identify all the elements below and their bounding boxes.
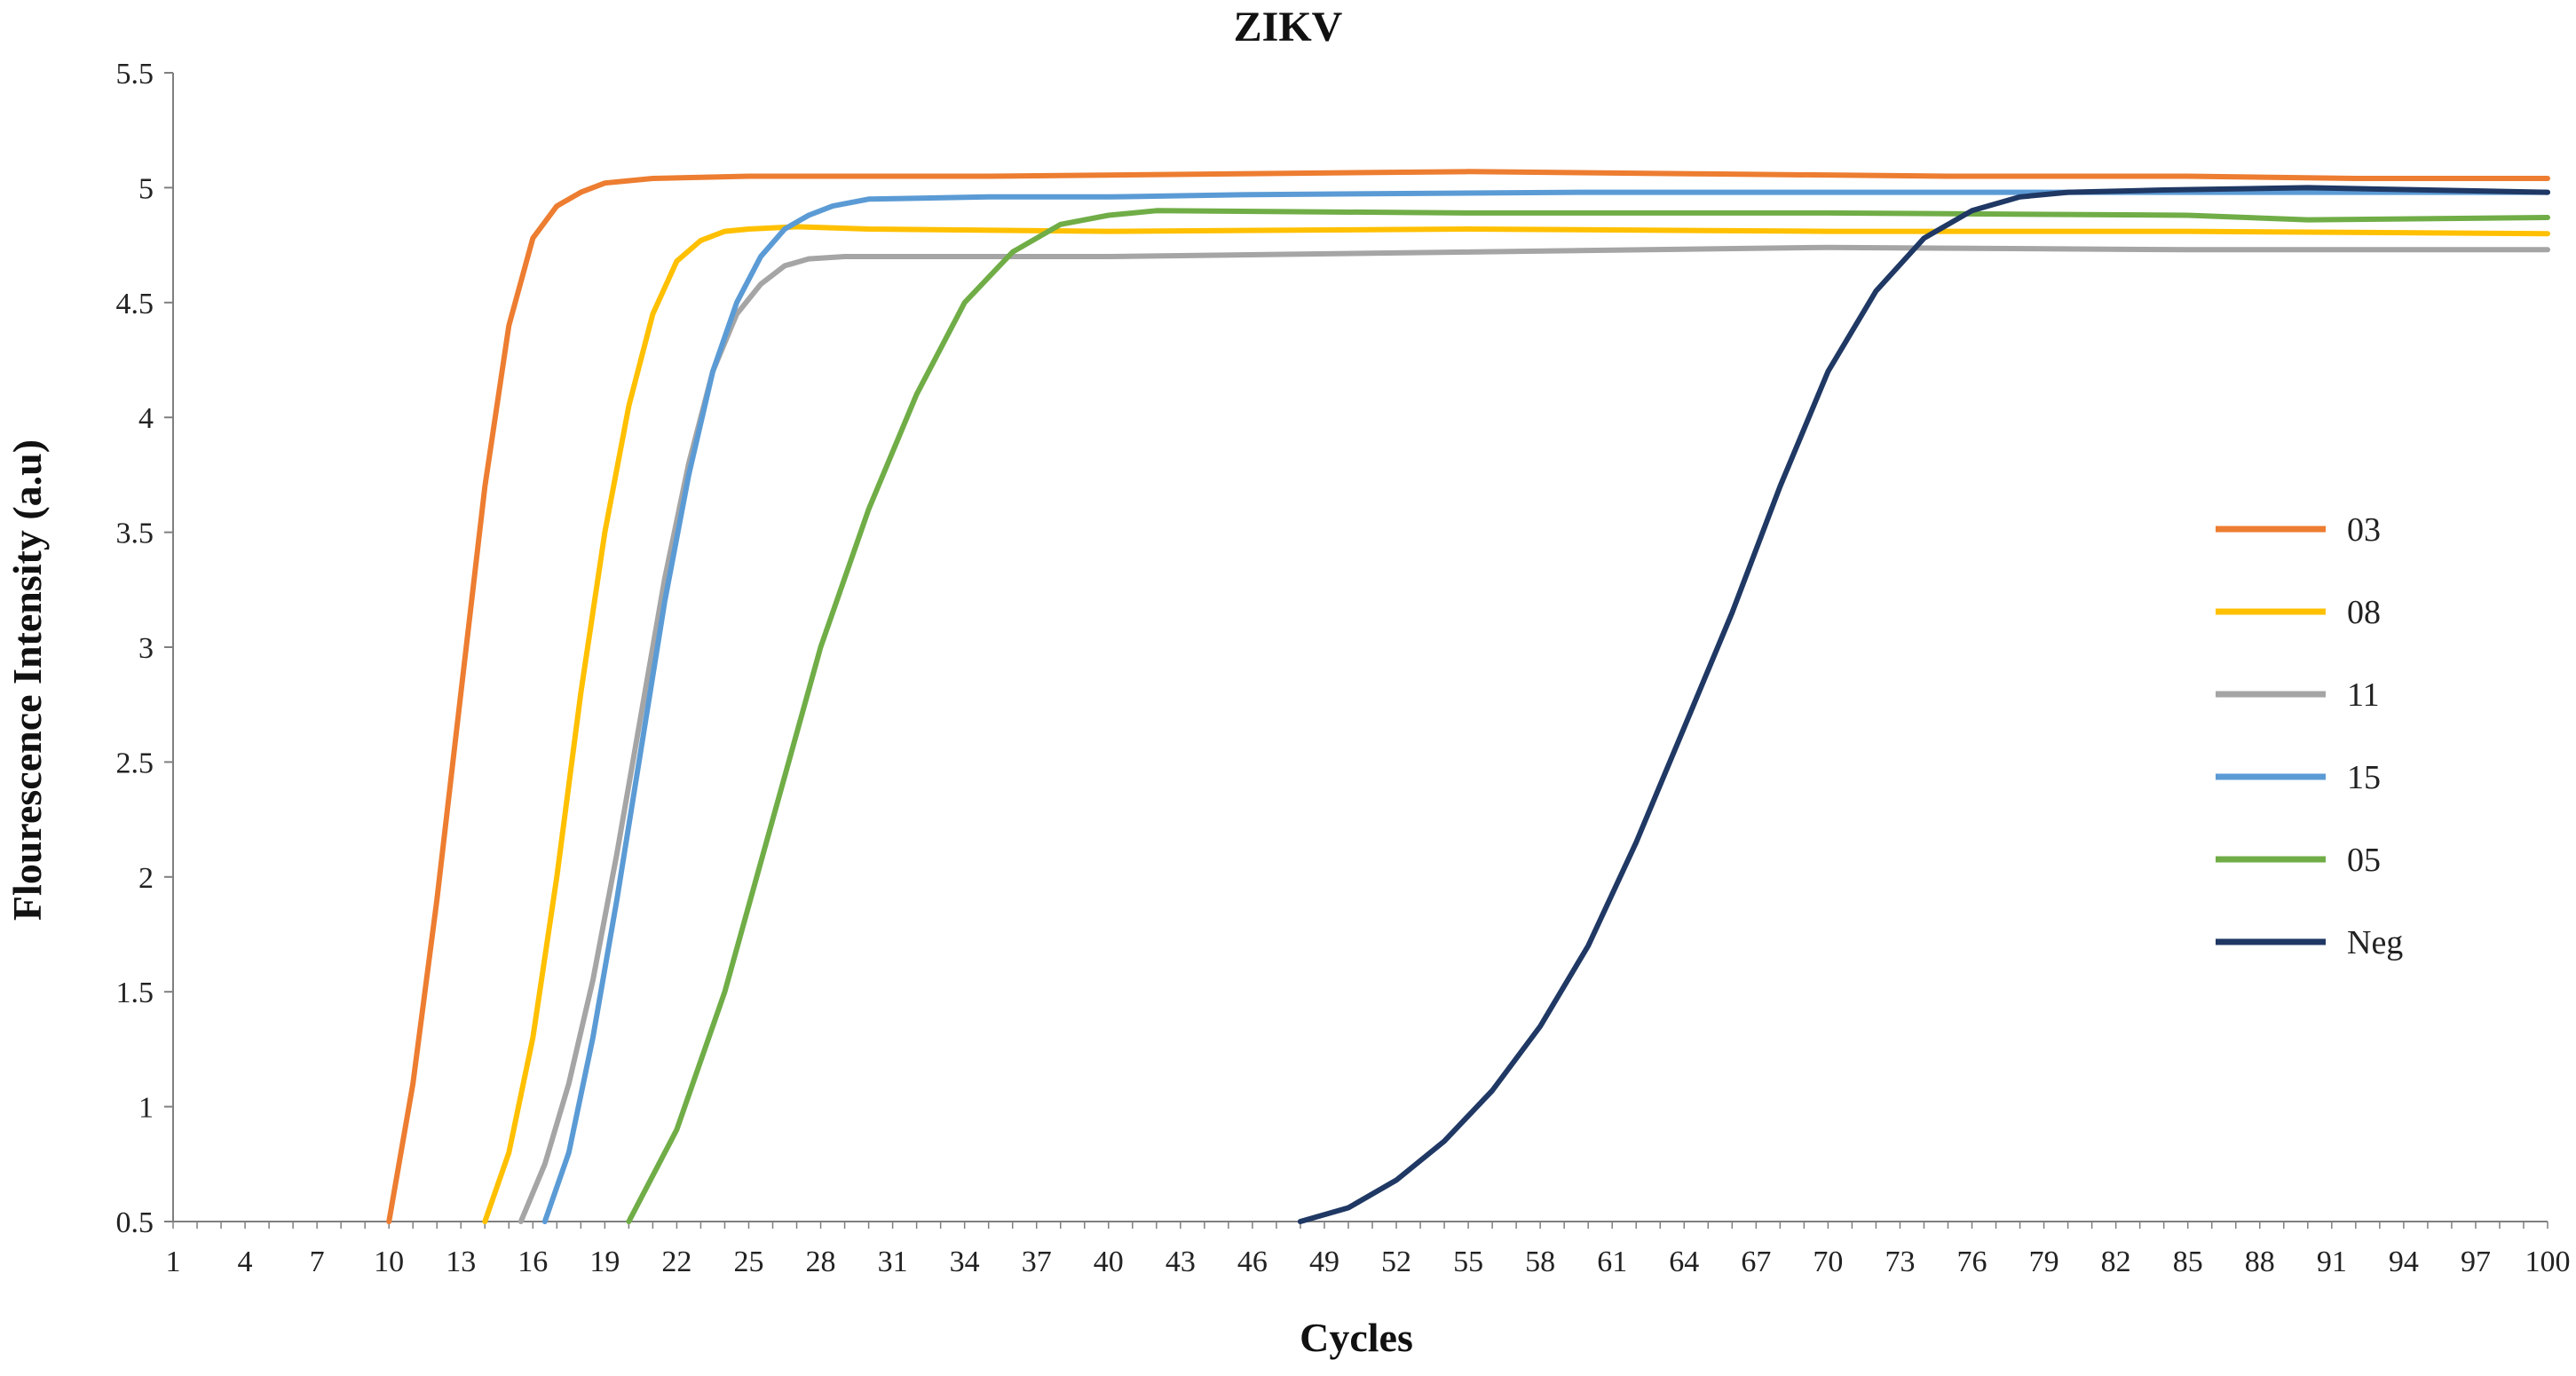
legend-label: 15	[2347, 759, 2381, 796]
x-tick-label: 37	[1022, 1246, 1052, 1278]
x-tick-label: 52	[1381, 1246, 1411, 1278]
series-line-05	[626, 208, 2550, 1224]
x-axis-ticks: 1 4 7 10 13 16 19 22 25 28 31 34 37 40 43 46 49 52 55 58 61 6…	[166, 1222, 2571, 1278]
y-axis-ticks: 0.5 1 1.5 2 2.5 3 3.5 4 4.5 5 5.5	[116, 58, 173, 1239]
x-tick-label: 61	[1597, 1246, 1627, 1278]
x-tick-label: 49	[1309, 1246, 1339, 1278]
series-line-11	[518, 244, 2550, 1224]
y-tick-label: 4	[138, 402, 154, 435]
x-tick-label: 43	[1166, 1246, 1196, 1278]
y-tick-label: 4.5	[116, 288, 154, 320]
x-tick-label: 70	[1813, 1246, 1843, 1278]
x-tick-label: 73	[1885, 1246, 1915, 1278]
y-axis-title: Flourescence Intensity (a.u)	[4, 439, 50, 921]
series-line-03	[386, 169, 2550, 1224]
y-tick-label: 1.5	[116, 977, 154, 1009]
y-tick-label: 3.5	[116, 518, 154, 550]
x-tick-label: 79	[2029, 1246, 2059, 1278]
legend-label: Neg	[2347, 924, 2403, 961]
y-tick-label: 5	[138, 172, 154, 205]
x-tick-label: 88	[2245, 1246, 2275, 1278]
y-tick-label: 1	[138, 1092, 154, 1125]
y-tick-label: 2.5	[116, 747, 154, 779]
y-tick-label: 3	[138, 632, 154, 665]
legend: 03 08 11 15 05 Neg	[2216, 511, 2403, 961]
x-tick-label: 19	[589, 1246, 620, 1278]
x-tick-label: 34	[950, 1246, 980, 1278]
x-tick-label: 16	[518, 1246, 548, 1278]
series-lines	[386, 169, 2550, 1224]
x-tick-label: 46	[1237, 1246, 1268, 1278]
x-tick-label: 40	[1094, 1246, 1124, 1278]
x-tick-label: 67	[1741, 1246, 1771, 1278]
x-tick-label: 4	[238, 1246, 253, 1278]
x-tick-label: 58	[1525, 1246, 1555, 1278]
y-tick-label: 2	[138, 862, 154, 895]
series-line-15	[541, 189, 2550, 1224]
x-tick-label: 22	[661, 1246, 691, 1278]
x-tick-label: 91	[2317, 1246, 2347, 1278]
x-tick-label: 82	[2101, 1246, 2131, 1278]
x-tick-label: 100	[2525, 1246, 2571, 1278]
y-tick-label: 0.5	[116, 1206, 154, 1239]
legend-label: 11	[2347, 676, 2380, 714]
x-tick-label: 97	[2461, 1246, 2491, 1278]
legend-label: 03	[2347, 511, 2381, 549]
x-tick-label: 31	[878, 1246, 908, 1278]
x-tick-label: 85	[2173, 1246, 2203, 1278]
series-line-neg	[1297, 185, 2550, 1224]
x-tick-label: 94	[2389, 1246, 2419, 1278]
x-tick-label: 64	[1669, 1246, 1699, 1278]
series-line-08	[482, 224, 2550, 1224]
x-tick-label: 25	[733, 1246, 763, 1278]
x-axis-title: Cycles	[1300, 1315, 1413, 1360]
x-tick-label: 7	[310, 1246, 325, 1278]
legend-label: 08	[2347, 594, 2381, 631]
x-tick-label: 1	[166, 1246, 181, 1278]
legend-label: 05	[2347, 842, 2381, 879]
x-tick-label: 28	[806, 1246, 836, 1278]
y-tick-label: 5.5	[116, 58, 154, 91]
x-tick-label: 55	[1453, 1246, 1483, 1278]
chart-title: ZIKV	[1234, 4, 1343, 51]
x-tick-label: 76	[1957, 1246, 1987, 1278]
x-tick-label: 13	[446, 1246, 476, 1278]
x-tick-label: 10	[374, 1246, 404, 1278]
